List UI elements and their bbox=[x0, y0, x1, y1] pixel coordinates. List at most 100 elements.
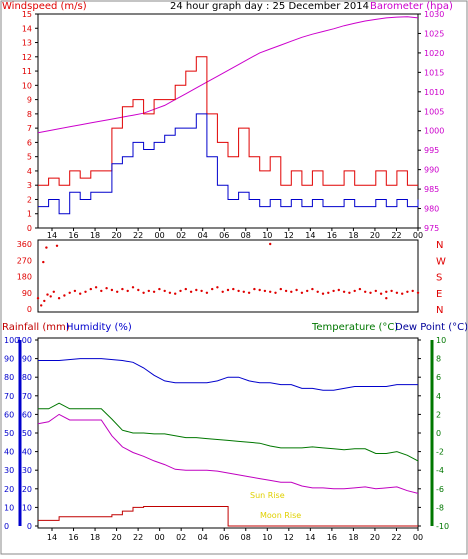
direction-point bbox=[221, 290, 224, 293]
temperature-tick-label: 6 bbox=[436, 373, 441, 382]
barometer-tick-label: 975 bbox=[424, 224, 439, 233]
direction-point bbox=[131, 286, 135, 289]
direction-point bbox=[110, 288, 114, 292]
direction-point bbox=[232, 287, 235, 291]
direction-tick-label: 0 bbox=[27, 305, 32, 314]
temperature-tick-label: 4 bbox=[436, 392, 441, 401]
direction-point bbox=[179, 289, 182, 293]
humidity-tick-label: 0 bbox=[27, 522, 32, 531]
x-tick-label-bottom: 06 bbox=[219, 533, 229, 542]
x-tick-label-top: 10 bbox=[262, 231, 272, 240]
x-tick-label-bottom: 22 bbox=[133, 533, 143, 542]
direction-point bbox=[374, 289, 377, 293]
x-tick-label-bottom: 18 bbox=[90, 533, 100, 542]
direction-point bbox=[226, 288, 230, 292]
x-tick-label-bottom: 00 bbox=[413, 533, 423, 542]
x-tick-label-top: 22 bbox=[391, 231, 401, 240]
humidity-axis-title: Humidity (%) bbox=[66, 322, 132, 333]
barometer-tick-label: 1005 bbox=[424, 107, 444, 116]
x-tick-label-bottom: 14 bbox=[47, 533, 57, 542]
x-tick-label-bottom: 02 bbox=[176, 533, 186, 542]
x-tick-label-top: 00 bbox=[155, 231, 165, 240]
temperature-tick-label: 2 bbox=[436, 410, 441, 419]
x-tick-label-bottom: 22 bbox=[391, 533, 401, 542]
rain-tick-label: 90 bbox=[4, 355, 14, 364]
barometer-tick-label: 990 bbox=[424, 166, 439, 175]
wind-tick-label: 11 bbox=[22, 67, 32, 76]
x-tick-label-top: 14 bbox=[305, 231, 315, 240]
temperature-tick-label: -4 bbox=[436, 466, 444, 475]
direction-point bbox=[216, 286, 219, 289]
direction-point bbox=[379, 292, 383, 295]
humidity-tick-label: 40 bbox=[22, 448, 32, 457]
direction-point bbox=[105, 287, 108, 290]
direction-point bbox=[79, 292, 82, 295]
direction-point bbox=[242, 290, 245, 293]
wind-gust-line bbox=[38, 56, 418, 186]
rain-humidity-plot-area bbox=[37, 337, 419, 529]
temperature-tick-label: -2 bbox=[436, 448, 444, 457]
x-tick-label-bottom: 14 bbox=[305, 533, 315, 542]
x-tick-label-top: 18 bbox=[348, 231, 358, 240]
direction-tick-label: 180 bbox=[17, 273, 32, 282]
compass-tick-label: N bbox=[436, 305, 443, 316]
direction-point bbox=[401, 292, 404, 295]
wind-tick-label: 14 bbox=[22, 24, 32, 33]
direction-point bbox=[411, 289, 414, 293]
compass-tick-label: N bbox=[436, 240, 443, 251]
direction-point bbox=[142, 291, 145, 294]
direction-point bbox=[406, 290, 409, 293]
x-tick-label-top: 14 bbox=[47, 231, 57, 240]
barometer-tick-label: 1020 bbox=[424, 49, 444, 58]
wind-axis-title: Windspeed (m/s) bbox=[2, 1, 87, 12]
temperature-axis-title: Temperature (°C) bbox=[311, 322, 398, 333]
direction-point bbox=[152, 290, 156, 293]
x-tick-label-top: 12 bbox=[284, 231, 294, 240]
wind-tick-label: 8 bbox=[27, 110, 32, 119]
direction-point bbox=[342, 290, 346, 293]
x-tick-label-top: 02 bbox=[176, 231, 186, 240]
temperature-tick-label: 0 bbox=[436, 429, 441, 438]
x-tick-label-top: 08 bbox=[241, 231, 251, 240]
direction-point bbox=[269, 242, 272, 246]
direction-point bbox=[279, 287, 282, 291]
rain-tick-label: 10 bbox=[4, 503, 14, 512]
direction-point bbox=[121, 287, 124, 291]
direction-point bbox=[284, 289, 288, 293]
compass-tick-label: E bbox=[436, 289, 442, 300]
direction-point bbox=[57, 297, 61, 300]
direction-point bbox=[73, 289, 77, 293]
direction-point bbox=[189, 290, 193, 293]
direction-point bbox=[364, 290, 367, 293]
direction-tick-label: 90 bbox=[22, 289, 32, 298]
x-tick-label-top: 06 bbox=[219, 231, 229, 240]
direction-point bbox=[195, 288, 198, 292]
rain-tick-label: 0 bbox=[4, 522, 9, 531]
direction-point bbox=[306, 289, 309, 293]
compass-tick-label: S bbox=[436, 273, 442, 284]
humidity-tick-label: 30 bbox=[22, 466, 32, 475]
humidity-tick-label: 100 bbox=[17, 336, 32, 345]
direction-point bbox=[52, 290, 55, 293]
direction-point bbox=[416, 291, 420, 294]
x-tick-label-top: 16 bbox=[68, 231, 78, 240]
rain-tick-label: 40 bbox=[4, 448, 14, 457]
direction-tick-label: 270 bbox=[17, 256, 32, 265]
direction-point bbox=[316, 290, 319, 293]
direction-point bbox=[184, 287, 187, 291]
barometer-tick-label: 995 bbox=[424, 146, 439, 155]
rain-tick-label: 20 bbox=[4, 485, 14, 494]
humidity-tick-label: 90 bbox=[22, 355, 32, 364]
humidity-line bbox=[38, 358, 418, 391]
x-tick-label-top: 18 bbox=[90, 231, 100, 240]
wind-tick-label: 0 bbox=[27, 224, 32, 233]
humidity-tick-label: 80 bbox=[22, 373, 32, 382]
direction-point bbox=[158, 287, 161, 291]
humidity-tick-label: 70 bbox=[22, 392, 32, 401]
x-tick-label-bottom: 08 bbox=[241, 533, 251, 542]
direction-point bbox=[200, 289, 203, 293]
barometer-tick-label: 1030 bbox=[424, 10, 444, 19]
x-tick-label-top: 20 bbox=[370, 231, 380, 240]
direction-point bbox=[211, 287, 214, 291]
